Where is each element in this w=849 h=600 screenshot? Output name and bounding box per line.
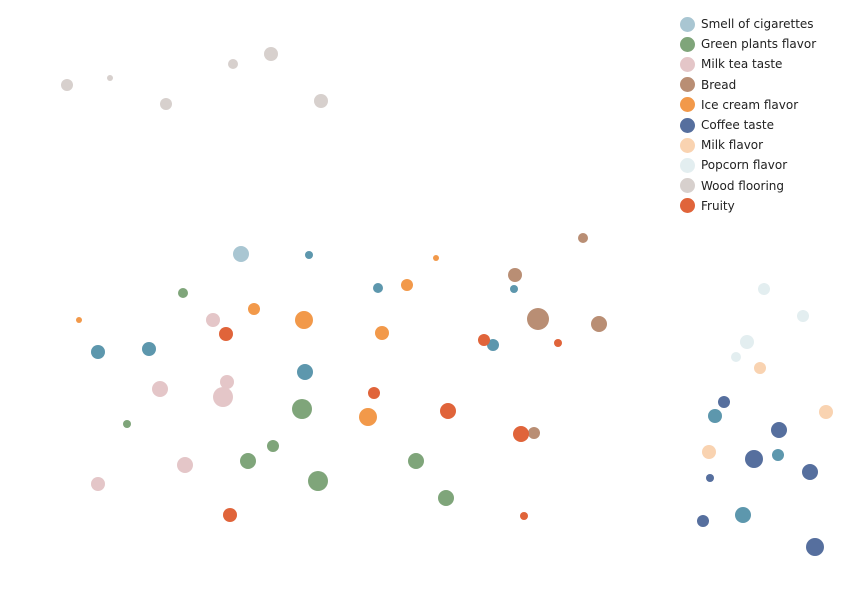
fruity-point-8	[520, 512, 528, 520]
fruity-point-3	[554, 339, 562, 347]
unlabeled-point-7	[297, 364, 313, 380]
legend-swatch	[680, 56, 695, 72]
unlabeled-point-4	[142, 342, 156, 356]
bread-point-2	[508, 268, 522, 282]
unlabeled-point-1	[305, 251, 313, 259]
milk-flavor-point-3	[702, 445, 716, 459]
coffee-taste-point-7	[806, 538, 824, 556]
ice-cream-flavor-point-6	[375, 326, 389, 340]
ice-cream-flavor-point-2	[401, 279, 413, 291]
legend-label: Smell of cigarettes	[701, 17, 814, 32]
popcorn-flavor-point-1	[758, 283, 770, 295]
green-plants-flavor-point-8	[438, 490, 454, 506]
legend-swatch	[680, 137, 695, 153]
legend-item-fruity: Fruity	[680, 196, 816, 216]
legend-label: Milk flavor	[701, 138, 764, 153]
milk-tea-taste-point-6	[91, 477, 105, 491]
milk-tea-taste-point-1	[206, 313, 220, 327]
green-plants-flavor-point-7	[308, 471, 328, 491]
legend-swatch	[680, 117, 695, 133]
legend-swatch	[680, 198, 695, 214]
legend-swatch	[680, 16, 695, 32]
green-plants-flavor-point-5	[240, 453, 256, 469]
coffee-taste-point-5	[706, 474, 714, 482]
ice-cream-flavor-point-7	[359, 408, 377, 426]
unlabeled-point-10	[735, 507, 751, 523]
legend-label: Bread	[701, 77, 737, 92]
legend-item-milk-flavor: Milk flavor	[680, 135, 816, 155]
wood-flooring-point-4	[61, 79, 73, 91]
legend-label: Ice cream flavor	[701, 97, 799, 112]
unlabeled-point-6	[487, 339, 499, 351]
ice-cream-flavor-point-5	[295, 311, 313, 329]
legend-item-coffee-taste: Coffee taste	[680, 115, 816, 135]
legend-label: Wood flooring	[701, 178, 785, 193]
legend-item-smell-of-cigarettes: Smell of cigarettes	[680, 14, 816, 34]
legend-swatch	[680, 77, 695, 93]
popcorn-flavor-point-4	[731, 352, 741, 362]
legend-item-bread: Bread	[680, 75, 816, 95]
coffee-taste-point-3	[745, 450, 763, 468]
popcorn-flavor-point-3	[740, 335, 754, 349]
bread-point-1	[578, 233, 588, 243]
coffee-taste-point-6	[697, 515, 709, 527]
unlabeled-point-9	[772, 449, 784, 461]
green-plants-flavor-point-6	[408, 453, 424, 469]
coffee-taste-point-2	[771, 422, 787, 438]
fruity-point-6	[513, 426, 529, 442]
legend-label: Green plants flavor	[701, 37, 817, 52]
wood-flooring-point-3	[107, 75, 113, 81]
legend-label: Milk tea taste	[701, 57, 783, 72]
wood-flooring-point-1	[264, 47, 278, 61]
legend: Smell of cigarettes Green plants flavor Mi…	[680, 14, 816, 216]
legend-item-popcorn-flavor: Popcorn flavor	[680, 155, 816, 175]
milk-flavor-point-2	[819, 405, 833, 419]
bread-point-3	[527, 308, 549, 330]
legend-swatch	[680, 157, 695, 173]
ice-cream-flavor-point-4	[76, 317, 82, 323]
fruity-point-2	[478, 334, 490, 346]
popcorn-flavor-point-2	[797, 310, 809, 322]
coffee-taste-point-1	[718, 396, 730, 408]
coffee-taste-point-4	[802, 464, 818, 480]
green-plants-flavor-point-3	[123, 420, 131, 428]
legend-label: Popcorn flavor	[701, 158, 788, 173]
wood-flooring-point-6	[160, 98, 172, 110]
unlabeled-point-8	[708, 409, 722, 423]
wood-flooring-point-2	[228, 59, 238, 69]
green-plants-flavor-point-2	[292, 399, 312, 419]
unlabeled-point-2	[373, 283, 383, 293]
bread-point-4	[591, 316, 607, 332]
milk-flavor-point-1	[754, 362, 766, 374]
milk-tea-taste-point-4	[213, 387, 233, 407]
smell-of-cigarettes-point-1	[233, 246, 249, 262]
fruity-point-5	[440, 403, 456, 419]
ice-cream-flavor-point-1	[433, 255, 439, 261]
legend-label: Fruity	[701, 198, 735, 213]
milk-tea-taste-point-5	[177, 457, 193, 473]
green-plants-flavor-point-4	[267, 440, 279, 452]
unlabeled-point-3	[510, 285, 518, 293]
legend-item-green-plants-flavor: Green plants flavor	[680, 34, 816, 54]
milk-tea-taste-point-2	[220, 375, 234, 389]
points-layer	[61, 47, 833, 556]
legend-item-ice-cream-flavor: Ice cream flavor	[680, 95, 816, 115]
legend-swatch	[680, 36, 695, 52]
bread-point-5	[528, 427, 540, 439]
unlabeled-point-5	[91, 345, 105, 359]
ice-cream-flavor-point-3	[248, 303, 260, 315]
fruity-point-1	[219, 327, 233, 341]
fruity-point-7	[223, 508, 237, 522]
legend-item-milk-tea-taste: Milk tea taste	[680, 54, 816, 74]
legend-label: Coffee taste	[701, 118, 774, 133]
green-plants-flavor-point-1	[178, 288, 188, 298]
legend-item-wood-flooring: Wood flooring	[680, 176, 816, 196]
legend-swatch	[680, 97, 695, 113]
fruity-point-4	[368, 387, 380, 399]
legend-swatch	[680, 178, 695, 194]
wood-flooring-point-5	[314, 94, 328, 108]
milk-tea-taste-point-3	[152, 381, 168, 397]
